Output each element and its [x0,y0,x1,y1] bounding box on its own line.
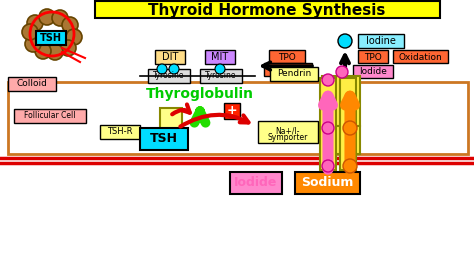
Bar [269,50,305,63]
Bar [95,1,440,18]
Circle shape [157,64,167,74]
Bar [353,65,393,78]
Circle shape [27,15,43,31]
Bar [8,77,56,91]
Circle shape [322,74,334,86]
Text: Follicular Cell: Follicular Cell [24,111,76,120]
Circle shape [336,66,348,78]
Text: Iodine: Iodine [366,36,396,46]
Bar [140,128,188,150]
Bar [295,172,360,194]
Text: Iodination: Iodination [269,65,307,74]
Text: Sodium: Sodium [301,177,353,189]
Bar [358,50,388,63]
Text: Pendrin: Pendrin [277,69,311,78]
Bar [36,31,66,45]
Bar [322,76,340,126]
Circle shape [322,160,334,172]
Circle shape [62,17,78,33]
Circle shape [169,64,179,74]
Circle shape [39,9,55,25]
Text: +: + [227,105,237,118]
Text: Thyroid Hormone Synthesis: Thyroid Hormone Synthesis [148,2,386,18]
Text: Iodide: Iodide [234,177,278,189]
Text: Na+/I-: Na+/I- [276,127,300,135]
Text: Symporter: Symporter [268,134,308,143]
Bar [258,121,318,143]
Bar [160,108,182,138]
Text: Thyroglobulin: Thyroglobulin [146,87,254,101]
Text: TPO: TPO [278,52,296,61]
Text: MIT: MIT [211,52,228,62]
Circle shape [215,64,225,74]
Bar [342,126,360,154]
Bar [230,172,282,194]
Circle shape [22,24,38,40]
Text: Tyrosine: Tyrosine [205,72,237,81]
Circle shape [338,34,352,48]
Bar [320,78,336,170]
Text: Tyrosine: Tyrosine [153,72,185,81]
Bar [342,76,360,126]
Circle shape [35,43,51,59]
Circle shape [322,122,334,134]
Text: DIT: DIT [162,52,178,62]
Circle shape [66,29,82,45]
Bar [8,82,468,154]
Bar [270,67,318,81]
Circle shape [25,36,41,52]
Text: TSH: TSH [40,33,62,43]
Bar [205,50,235,64]
Text: Colloid: Colloid [17,80,47,89]
Bar [358,34,404,48]
Text: TPO: TPO [364,52,382,61]
Circle shape [343,159,357,173]
Bar [100,125,140,139]
Bar [340,78,356,170]
Text: TSH: TSH [150,132,178,146]
Bar [200,69,242,83]
Bar [264,63,312,76]
Circle shape [47,44,63,60]
Text: Oxidation: Oxidation [398,52,442,61]
Circle shape [52,10,68,26]
Bar [155,50,185,64]
Circle shape [343,121,357,135]
Bar [148,69,190,83]
Bar [14,109,86,123]
Text: Iodide: Iodide [359,68,387,77]
Bar [224,103,240,119]
Circle shape [60,40,76,56]
Text: TSH-R: TSH-R [107,127,133,136]
Bar [393,50,448,63]
Bar [322,126,340,154]
